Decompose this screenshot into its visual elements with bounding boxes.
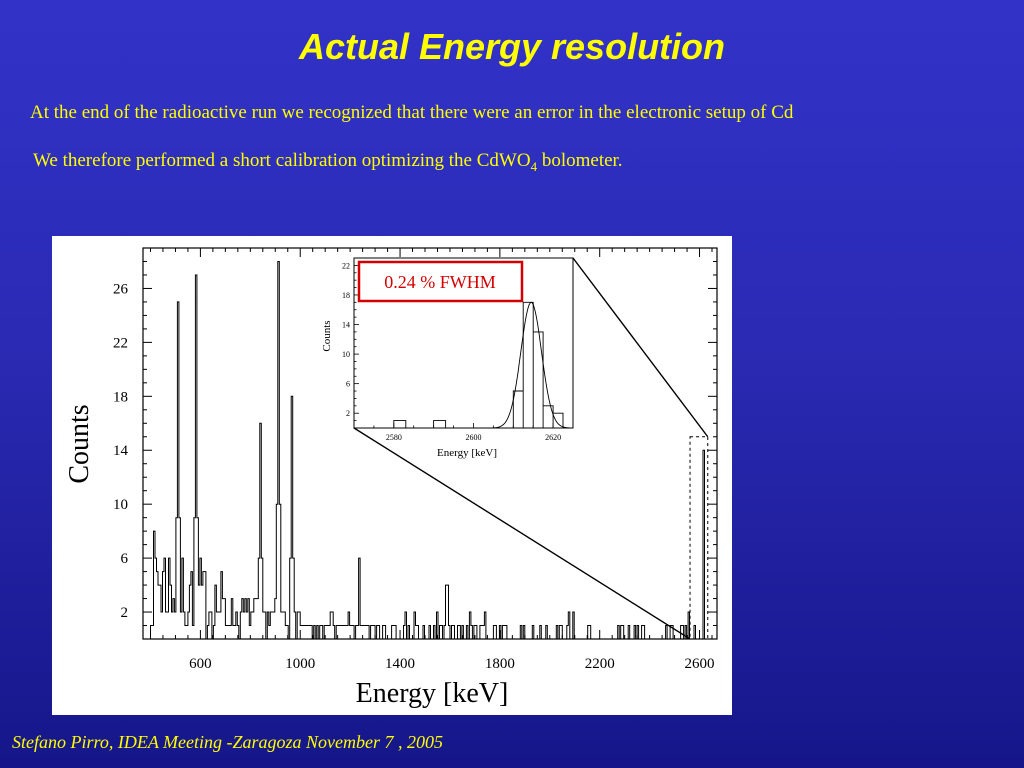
footer-credit: Stefano Pirro, IDEA Meeting -Zaragoza No…: [12, 732, 443, 752]
inset-x-axis-label: Energy [keV]: [437, 447, 497, 459]
inset-x-tick-label: 2580: [386, 433, 402, 442]
calibration-text-main: We therefore performed a short calibrati…: [33, 150, 531, 171]
intro-text: At the end of the radioactive run we rec…: [30, 102, 794, 123]
zoom-region-box: [689, 436, 709, 640]
inset-y-tick-label: 10: [342, 350, 350, 359]
x-tick-label: 1400: [385, 656, 415, 672]
inset-y-tick-label: 14: [342, 321, 350, 330]
calibration-text-subscript: 4: [530, 158, 538, 174]
inset-y-tick-label: 2: [346, 409, 350, 418]
fwhm-annotation-box: [357, 260, 524, 303]
x-tick-label: 1800: [485, 656, 515, 672]
y-tick-label: 2: [121, 605, 129, 621]
main-histogram-series: [150, 261, 712, 640]
inset-x-tick-label: 2600: [465, 433, 481, 442]
main-spectrum: 600 1000 1400 1800 2200 2600261014182226Energ…: [64, 247, 718, 709]
fwhm-annotation: 0.24 % FWHM: [357, 260, 524, 303]
zoom-connector-line: [572, 257, 709, 438]
x-tick-label: 600: [189, 656, 212, 672]
y-tick-label: 14: [113, 443, 129, 459]
x-tick-label: 1000: [285, 656, 315, 672]
inset-y-axis-label: Counts: [321, 320, 333, 351]
inset-spectrum: 2580 2600 2620 2 6 10 14 18 22 Energy [keV] Counts…: [321, 257, 574, 459]
inset-y-tick-label: 6: [346, 380, 350, 389]
calibration-text: We therefore performed a short calibrati…: [33, 150, 623, 175]
y-tick-label: 6: [121, 551, 129, 567]
inset-y-tick-label: 18: [342, 291, 350, 300]
x-tick-label: 2200: [585, 656, 615, 672]
spectrum-chart: 600 1000 1400 1800 2200 2600261014182226Energ…: [64, 247, 718, 709]
inset-histogram-series: [354, 301, 564, 429]
y-axis-label: Counts: [64, 404, 95, 483]
x-tick-label: 2600: [685, 656, 715, 672]
y-tick-label: 10: [113, 497, 128, 513]
calibration-text-end: bolometer.: [537, 150, 623, 171]
zoom-connector-line: [353, 427, 691, 640]
y-tick-label: 26: [113, 281, 129, 297]
inset-gaussian-fit: [465, 301, 574, 429]
x-axis-label: Energy [keV]: [356, 678, 509, 709]
slide-title: Actual Energy resolution: [298, 26, 726, 67]
y-tick-label: 22: [113, 335, 128, 351]
spectrum-chart-panel: 600 1000 1400 1800 2200 2600 2 6 10 14 18 22 26 Energ…: [52, 236, 732, 715]
fwhm-annotation-text: 0.24 % FWHM: [384, 272, 496, 292]
inset-x-tick-label: 2620: [545, 433, 561, 442]
y-tick-label: 18: [113, 389, 128, 405]
inset-y-tick-label: 22: [342, 261, 350, 270]
